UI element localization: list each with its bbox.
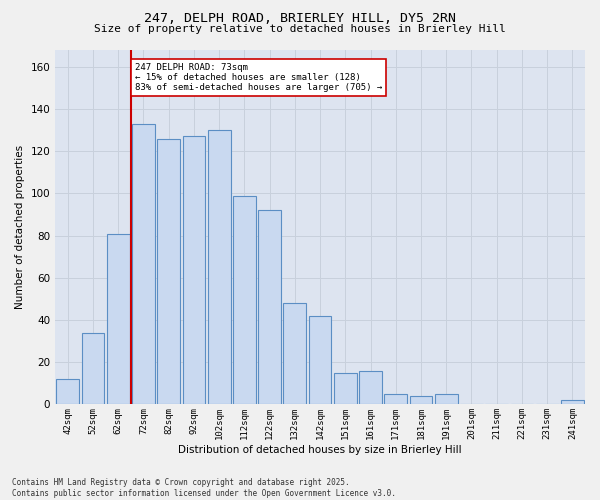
Bar bbox=[82, 332, 104, 404]
Bar bbox=[309, 316, 331, 404]
Y-axis label: Number of detached properties: Number of detached properties bbox=[15, 145, 25, 310]
Bar bbox=[56, 379, 79, 404]
Bar bbox=[107, 234, 130, 404]
Bar bbox=[182, 136, 205, 404]
Bar bbox=[385, 394, 407, 404]
Bar bbox=[258, 210, 281, 404]
Text: Contains HM Land Registry data © Crown copyright and database right 2025.
Contai: Contains HM Land Registry data © Crown c… bbox=[12, 478, 396, 498]
Bar bbox=[132, 124, 155, 404]
Bar bbox=[208, 130, 230, 404]
Bar bbox=[283, 303, 306, 404]
Text: 247 DELPH ROAD: 73sqm
← 15% of detached houses are smaller (128)
83% of semi-det: 247 DELPH ROAD: 73sqm ← 15% of detached … bbox=[134, 62, 382, 92]
Text: 247, DELPH ROAD, BRIERLEY HILL, DY5 2RN: 247, DELPH ROAD, BRIERLEY HILL, DY5 2RN bbox=[144, 12, 456, 26]
Text: Size of property relative to detached houses in Brierley Hill: Size of property relative to detached ho… bbox=[94, 24, 506, 34]
Bar bbox=[359, 370, 382, 404]
Bar bbox=[561, 400, 584, 404]
Bar bbox=[233, 196, 256, 404]
Bar bbox=[410, 396, 433, 404]
X-axis label: Distribution of detached houses by size in Brierley Hill: Distribution of detached houses by size … bbox=[178, 445, 462, 455]
Bar bbox=[334, 373, 356, 404]
Bar bbox=[435, 394, 458, 404]
Bar bbox=[157, 138, 180, 404]
